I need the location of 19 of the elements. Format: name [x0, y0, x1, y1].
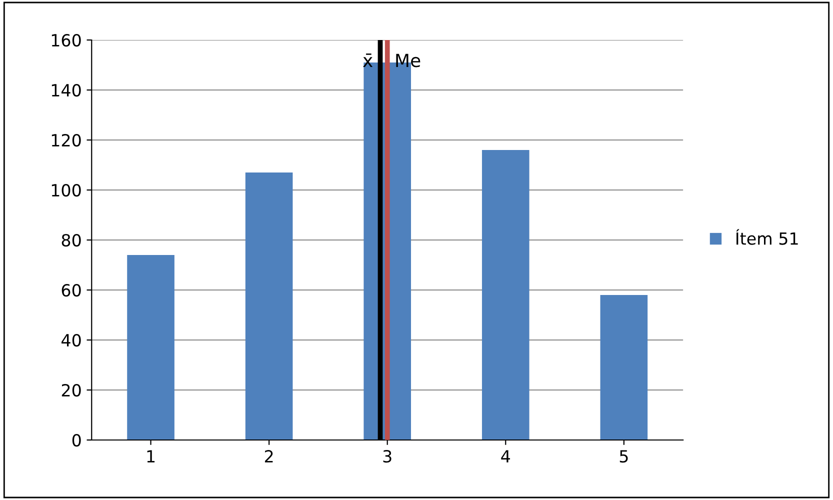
y-tick-label: 0 — [72, 434, 81, 447]
x-tick-label: 1 — [147, 450, 155, 462]
bar — [482, 150, 530, 440]
y-tick-label: 120 — [52, 134, 81, 147]
y-tick-label: 60 — [62, 284, 81, 297]
legend-label: Ítem 51 — [736, 229, 798, 245]
y-tick-label: 80 — [62, 234, 81, 247]
bar — [600, 295, 648, 440]
x-tick-label: 5 — [620, 450, 628, 463]
y-tick-label: 20 — [62, 384, 81, 397]
y-tick-label: 40 — [62, 334, 81, 347]
y-tick-label: 160 — [52, 34, 81, 47]
x-tick-label: 2 — [264, 450, 273, 462]
y-tick-label: 140 — [52, 84, 81, 97]
y-tick-label: 100 — [52, 184, 81, 197]
bar — [127, 255, 174, 440]
x-tick-label: 4 — [501, 450, 510, 462]
x-tick-label: 3 — [383, 450, 392, 463]
bar — [245, 172, 293, 440]
